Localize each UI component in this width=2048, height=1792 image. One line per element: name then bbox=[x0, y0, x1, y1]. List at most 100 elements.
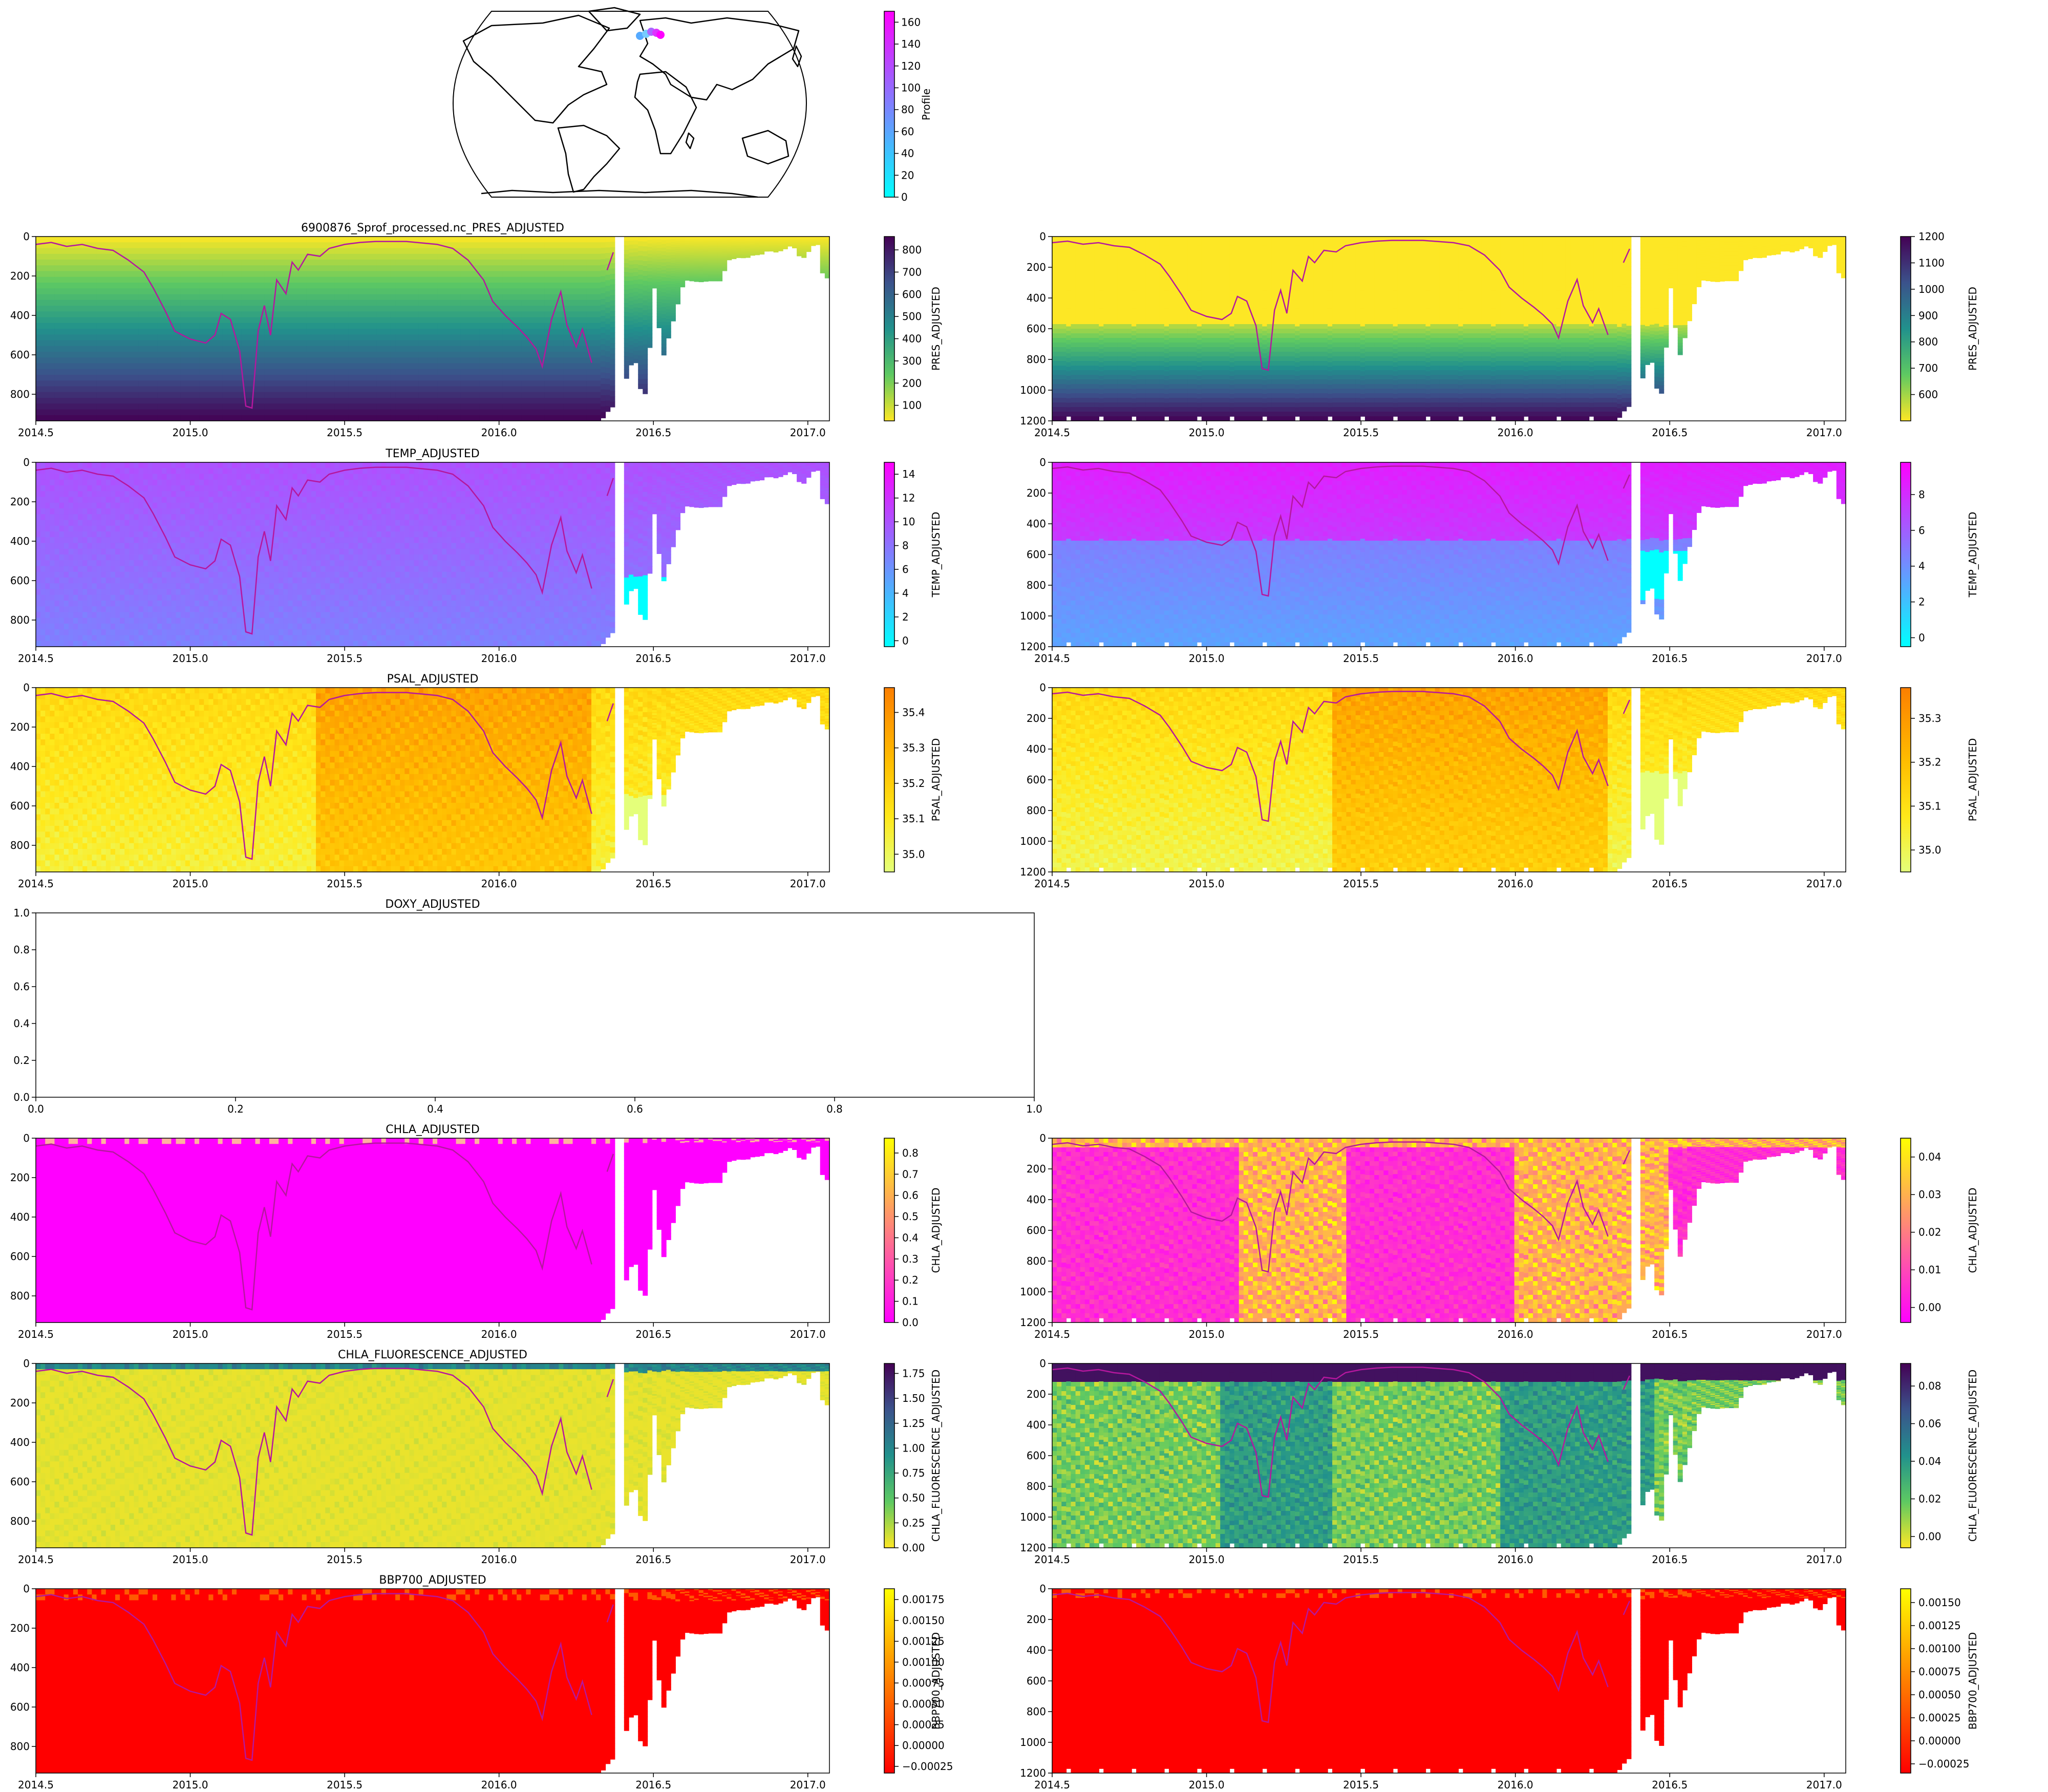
heatmap-cell bbox=[349, 260, 354, 266]
heatmap-cell bbox=[139, 242, 144, 248]
heatmap-cell bbox=[484, 403, 489, 410]
heatmap-cell bbox=[250, 306, 255, 312]
heatmap-cell bbox=[451, 294, 456, 301]
heatmap-cell bbox=[629, 301, 634, 305]
heatmap-cell bbox=[451, 329, 456, 335]
heatmap-cell bbox=[283, 415, 288, 421]
heatmap-cell bbox=[124, 311, 130, 317]
heatmap-cell bbox=[307, 375, 312, 381]
heatmap-cell bbox=[124, 410, 130, 416]
heatmap-cell bbox=[484, 364, 489, 370]
heatmap-cell bbox=[470, 375, 475, 381]
heatmap-cell bbox=[578, 271, 583, 278]
heatmap-cell bbox=[494, 254, 499, 260]
heatmap-cell bbox=[64, 323, 69, 329]
heatmap-cell bbox=[241, 294, 246, 301]
heatmap-cell bbox=[643, 364, 648, 369]
heatmap-cell bbox=[87, 260, 92, 266]
heatmap-cell bbox=[503, 329, 508, 335]
heatmap-cell bbox=[503, 410, 508, 416]
heatmap-cell bbox=[59, 311, 65, 317]
heatmap-cell bbox=[139, 352, 144, 358]
heatmap-cell bbox=[101, 398, 106, 404]
heatmap-cell bbox=[64, 311, 69, 317]
heatmap-cell bbox=[260, 248, 265, 254]
heatmap-cell bbox=[591, 306, 596, 312]
heatmap-cell bbox=[185, 277, 190, 283]
heatmap-cell bbox=[73, 288, 78, 294]
heatmap-cell bbox=[568, 260, 573, 266]
heatmap-cell bbox=[536, 375, 541, 381]
heatmap-cell bbox=[479, 410, 484, 416]
heatmap-cell bbox=[400, 248, 405, 254]
heatmap-cell bbox=[671, 273, 676, 276]
heatmap-cell bbox=[54, 288, 59, 294]
heatmap-cell bbox=[400, 398, 405, 404]
heatmap-cell bbox=[45, 329, 50, 335]
heatmap-cell bbox=[437, 380, 442, 387]
heatmap-cell bbox=[559, 242, 564, 248]
heatmap-cell bbox=[64, 346, 69, 352]
heatmap-cell bbox=[199, 300, 204, 306]
heatmap-cell bbox=[494, 357, 499, 364]
heatmap-cell bbox=[339, 300, 345, 306]
heatmap-cell bbox=[129, 317, 134, 324]
heatmap-cell bbox=[344, 380, 349, 387]
heatmap-cell bbox=[601, 265, 606, 271]
heatmap-cell bbox=[73, 311, 78, 317]
heatmap-cell bbox=[274, 398, 279, 404]
heatmap-cell bbox=[381, 369, 387, 375]
heatmap-cell bbox=[241, 277, 246, 283]
heatmap-cell bbox=[461, 346, 466, 352]
heatmap-cell bbox=[316, 242, 321, 248]
heatmap-cell bbox=[530, 403, 536, 410]
heatmap-cell bbox=[292, 271, 297, 278]
heatmap-cell bbox=[321, 375, 326, 381]
heatmap-cell bbox=[204, 317, 209, 324]
heatmap-cell bbox=[596, 398, 601, 404]
heatmap-cell bbox=[503, 254, 508, 260]
heatmap-cell bbox=[190, 415, 195, 421]
heatmap-cell bbox=[50, 254, 55, 260]
heatmap-cell bbox=[54, 317, 59, 324]
heatmap-cell bbox=[218, 392, 223, 398]
heatmap-cell bbox=[596, 340, 601, 347]
heatmap-cell bbox=[395, 248, 400, 254]
heatmap-cell bbox=[87, 340, 92, 347]
heatmap-cell bbox=[185, 340, 190, 347]
heatmap-cell bbox=[367, 248, 372, 254]
heatmap-cell bbox=[185, 369, 190, 375]
heatmap-cell bbox=[461, 364, 466, 370]
heatmap-cell bbox=[190, 364, 195, 370]
heatmap-cell bbox=[134, 410, 139, 416]
heatmap-cell bbox=[307, 334, 312, 340]
heatmap-cell bbox=[419, 403, 424, 410]
heatmap-cell bbox=[316, 237, 321, 243]
heatmap-cell bbox=[73, 306, 78, 312]
heatmap-cell bbox=[559, 398, 564, 404]
map-cbar-tick-label: 20 bbox=[901, 169, 914, 181]
heatmap-cell bbox=[50, 265, 55, 271]
heatmap-cell bbox=[503, 380, 508, 387]
heatmap-cell bbox=[87, 248, 92, 254]
heatmap-cell bbox=[428, 398, 433, 404]
heatmap-cell bbox=[629, 321, 634, 326]
heatmap-cell bbox=[666, 271, 671, 275]
heatmap-cell bbox=[143, 237, 148, 243]
heatmap-cell bbox=[643, 291, 648, 296]
heatmap-cell bbox=[204, 352, 209, 358]
heatmap-cell bbox=[111, 357, 116, 364]
heatmap-cell bbox=[633, 339, 638, 344]
heatmap-cell bbox=[381, 352, 387, 358]
heatmap-cell bbox=[148, 346, 153, 352]
heatmap-cell bbox=[465, 364, 471, 370]
heatmap-cell bbox=[568, 237, 573, 243]
heatmap-cell bbox=[629, 357, 634, 361]
heatmap-cell bbox=[530, 323, 536, 329]
heatmap-cell bbox=[157, 306, 162, 312]
heatmap-cell bbox=[465, 415, 471, 421]
heatmap-cell bbox=[512, 369, 517, 375]
heatmap-cell bbox=[517, 346, 522, 352]
heatmap-cell bbox=[358, 254, 363, 260]
heatmap-cell bbox=[344, 283, 349, 289]
